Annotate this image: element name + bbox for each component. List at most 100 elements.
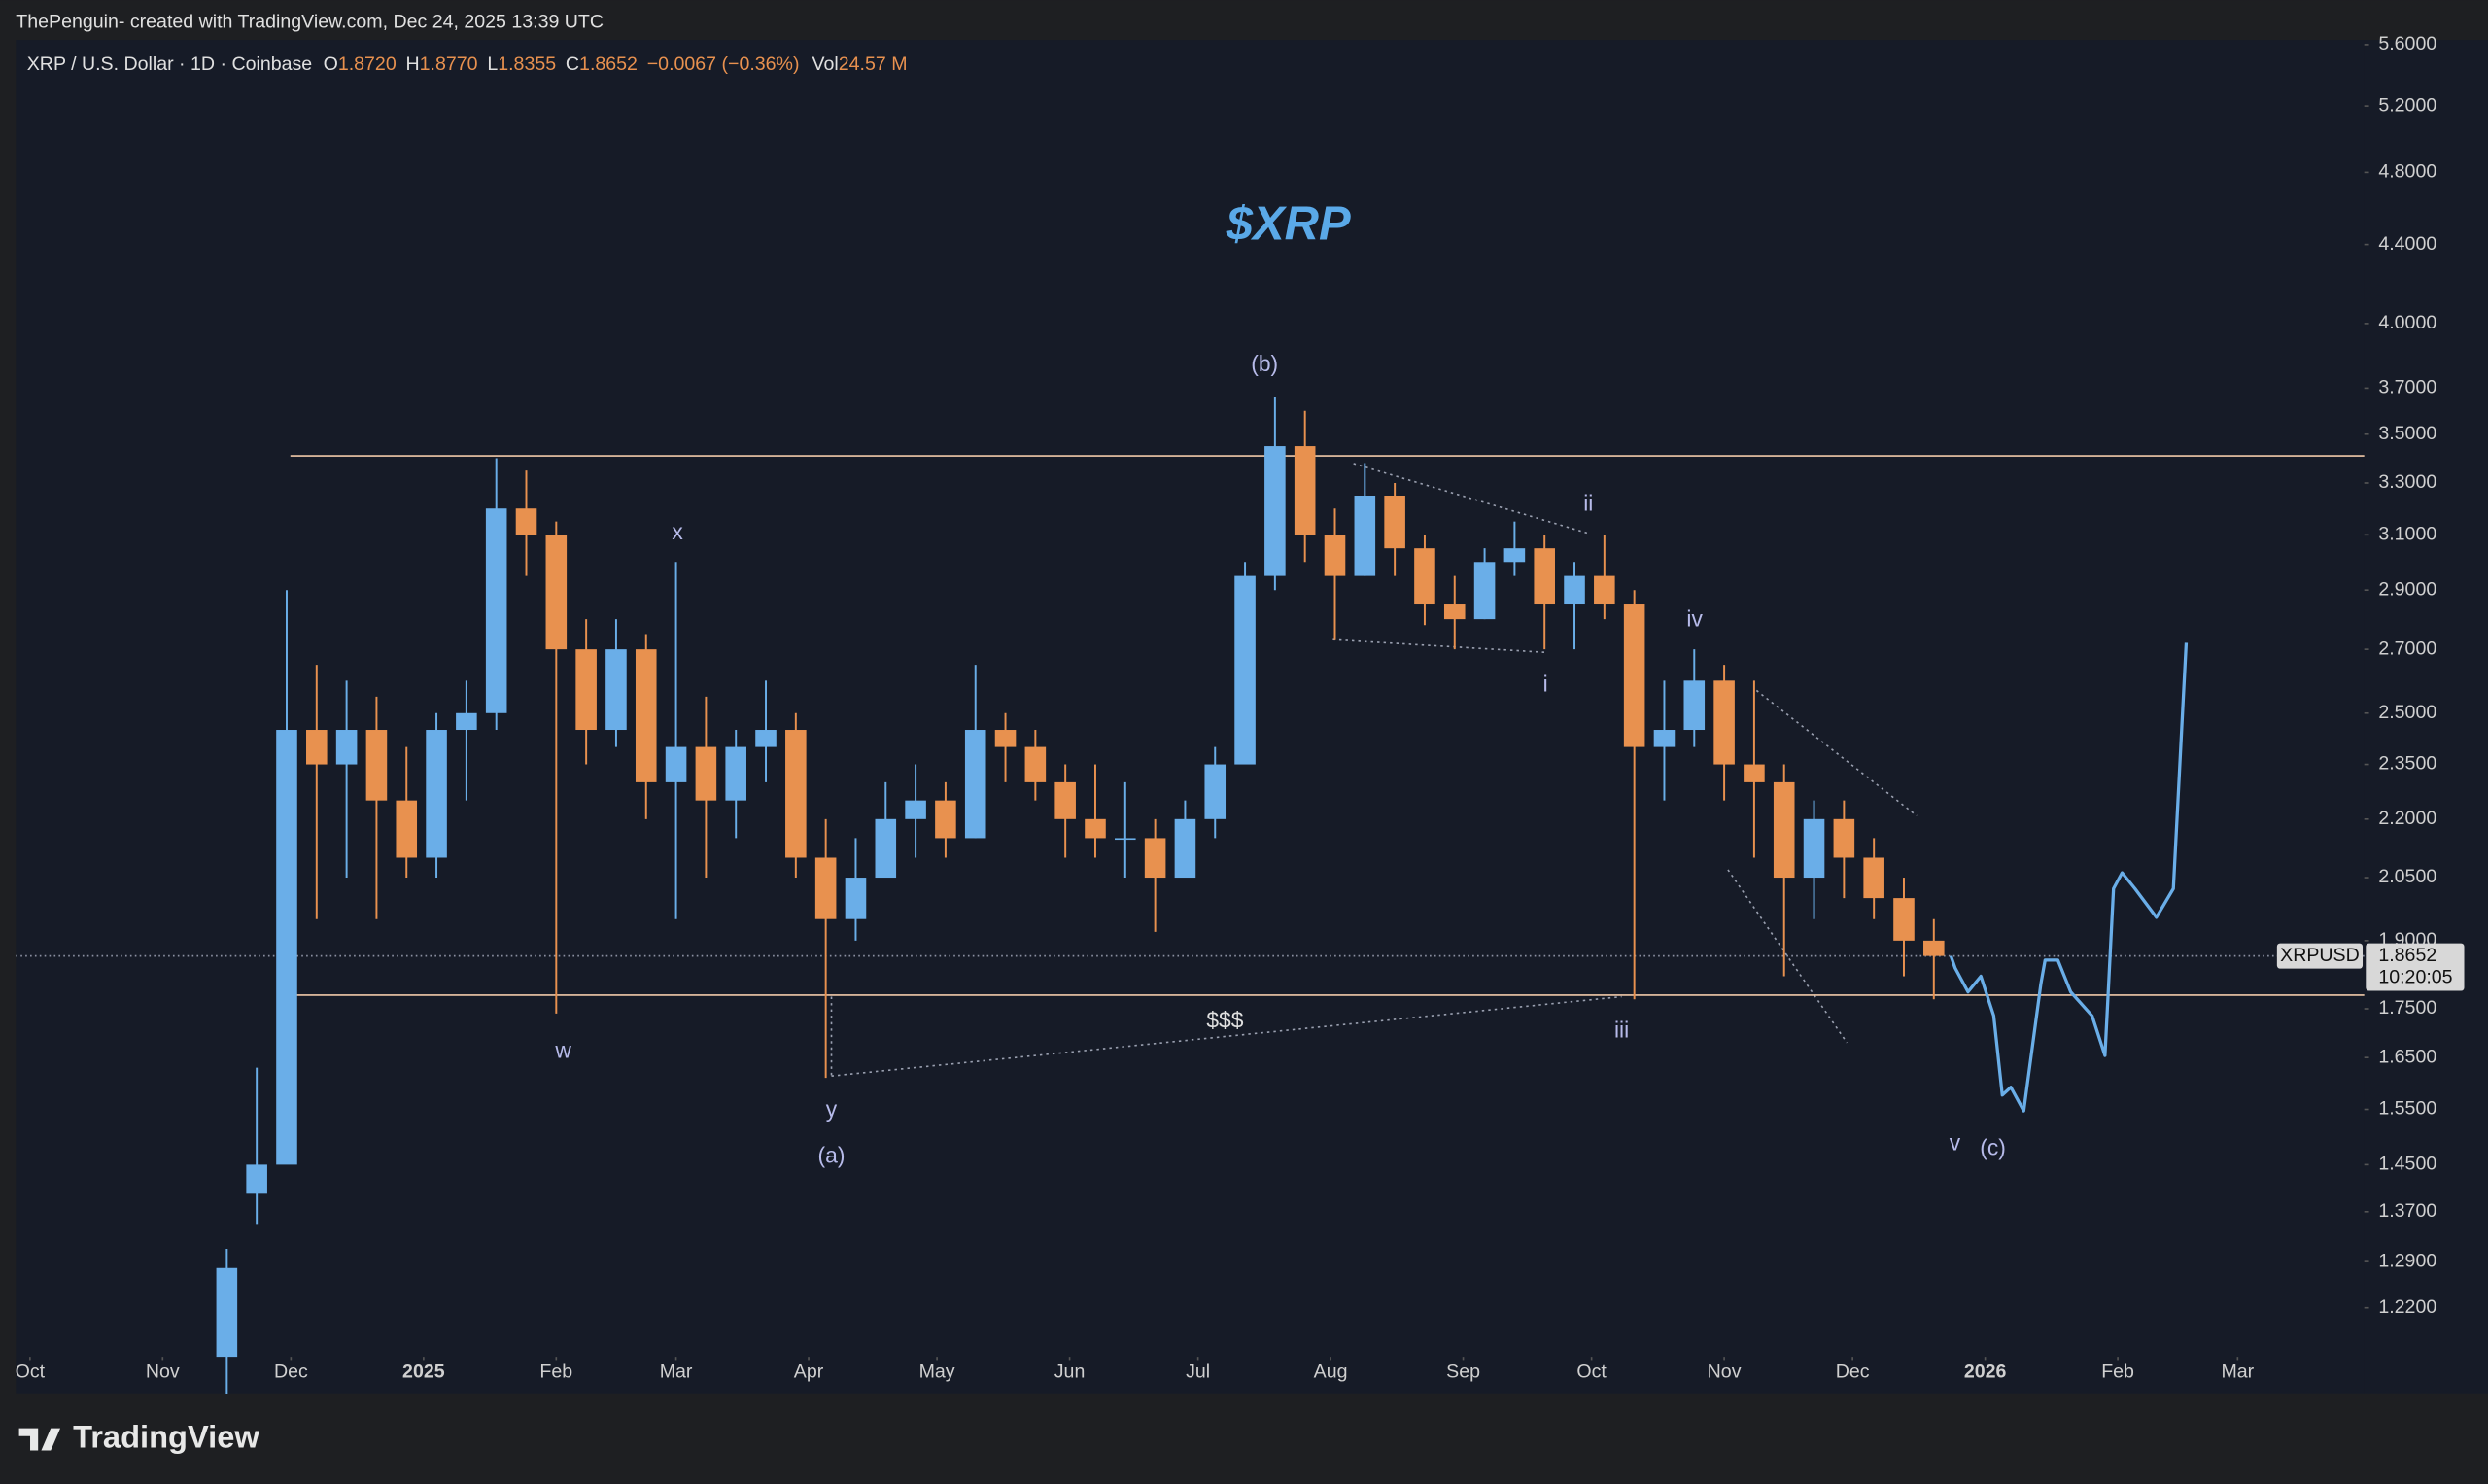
price-axis <box>2364 40 2488 1394</box>
candle-body <box>1204 764 1227 819</box>
y-tick-label: 4.4000 <box>2378 233 2436 255</box>
candle-body <box>1384 496 1405 549</box>
wave-label: iii <box>1614 1017 1629 1042</box>
candle-body <box>1264 446 1286 576</box>
candle-body <box>755 730 777 747</box>
candle-body <box>1294 446 1316 535</box>
brand-logo: TradingView <box>18 1419 259 1455</box>
candle-body <box>1803 818 1825 879</box>
y-tick-label: 4.0000 <box>2378 312 2436 333</box>
symbol-tag <box>2276 943 2364 969</box>
x-tick-label: Feb <box>2101 1362 2134 1383</box>
candle-body <box>1564 575 1585 605</box>
y-tick-label: 3.5000 <box>2378 423 2436 444</box>
y-tick-label: 2.2000 <box>2378 808 2436 829</box>
candle-body <box>1024 746 1047 782</box>
candle-body <box>1623 604 1645 747</box>
candle-body <box>1414 548 1435 605</box>
candles <box>216 397 1945 1395</box>
candle-body <box>365 730 388 801</box>
candle-body <box>1923 940 1945 956</box>
wave-label: v <box>1950 1129 1961 1155</box>
symbol-tag-text: XRPUSD <box>2280 945 2360 966</box>
price-tag-value: 1.8652 <box>2378 945 2436 966</box>
x-tick-label: Mar <box>660 1362 693 1383</box>
x-tick-label: Feb <box>539 1362 572 1383</box>
wave-label: (b) <box>1251 351 1278 376</box>
legend-value: 1.8652 <box>579 53 638 75</box>
legend-key: O <box>324 53 338 75</box>
candle-body <box>1653 730 1676 747</box>
candle-body <box>814 857 837 919</box>
legend-key: L <box>487 53 498 75</box>
candle-body <box>1174 818 1196 879</box>
price-tag-countdown: 10:20:05 <box>2378 967 2452 988</box>
candle-body <box>695 746 717 801</box>
candle-body <box>725 746 746 801</box>
x-tick-label: May <box>919 1362 955 1383</box>
candle-body <box>1324 535 1346 576</box>
y-tick-label: 5.6000 <box>2378 33 2436 54</box>
symbol: XRP / U.S. Dollar · 1D · Coinbase <box>27 53 313 75</box>
candle-body <box>605 649 627 731</box>
trendline <box>831 995 1622 1077</box>
candle-body <box>875 818 897 879</box>
candle-body <box>1085 818 1106 839</box>
candle-body <box>1144 838 1166 879</box>
legend: XRP / U.S. Dollar · 1D · Coinbase O1.8720… <box>27 53 908 75</box>
candle-body <box>1893 898 1915 941</box>
brand: TradingView <box>73 1419 259 1455</box>
candle-body <box>515 508 537 535</box>
candle-body <box>845 878 867 919</box>
candle-body <box>1773 781 1795 879</box>
y-tick-label: 2.9000 <box>2378 578 2436 600</box>
candle-body <box>1054 781 1076 819</box>
x-tick-label: Dec <box>1836 1362 1870 1383</box>
x-tick-label: Aug <box>1314 1362 1348 1383</box>
candle-body <box>785 730 807 858</box>
legend-key: H <box>406 53 420 75</box>
candle-body <box>1234 575 1256 765</box>
y-tick-label: 2.7000 <box>2378 638 2436 659</box>
legend-change: −0.0067 (−0.36%) <box>647 53 800 75</box>
y-tick-label: 1.6500 <box>2378 1046 2436 1067</box>
candle-body <box>1503 548 1526 563</box>
y-tick-label: 2.0500 <box>2378 866 2436 887</box>
candle-body <box>635 649 657 782</box>
candle-body <box>665 746 687 782</box>
y-tick-label: 1.3700 <box>2378 1200 2436 1222</box>
y-tick-label: 5.2000 <box>2378 94 2436 116</box>
wave-label: ii <box>1583 490 1593 515</box>
candle-body <box>485 508 507 713</box>
candle-body <box>1594 575 1615 605</box>
y-tick-label: 3.7000 <box>2378 377 2436 398</box>
candle-body <box>964 730 986 839</box>
wave-label: iv <box>1686 606 1703 632</box>
candle-body <box>456 712 477 731</box>
candle-body <box>1115 838 1136 841</box>
candle-body <box>1744 764 1765 782</box>
logo-mark <box>18 1428 61 1451</box>
y-tick-label: 1.2900 <box>2378 1250 2436 1271</box>
candle-body <box>335 730 358 765</box>
wave-label: i <box>1543 672 1548 697</box>
x-tick-label: 2026 <box>1964 1362 2007 1383</box>
y-tick-label: 4.8000 <box>2378 161 2436 183</box>
legend-key: Vol <box>812 53 839 75</box>
wave-label: (a) <box>818 1142 846 1167</box>
candle-body <box>1534 548 1555 605</box>
candle-body <box>905 800 926 819</box>
trendline <box>1755 689 1918 817</box>
candle-body <box>216 1267 238 1358</box>
projection-line <box>1949 642 2189 1113</box>
wave-label: x <box>672 519 683 544</box>
wave-label: $$$ <box>1206 1008 1243 1033</box>
x-tick-label: Jul <box>1186 1362 1210 1383</box>
y-tick-label: 1.4500 <box>2378 1154 2436 1175</box>
candle-body <box>396 800 418 858</box>
trendline <box>1353 463 1589 535</box>
legend-key: C <box>566 53 579 75</box>
candle-body <box>1683 680 1706 731</box>
